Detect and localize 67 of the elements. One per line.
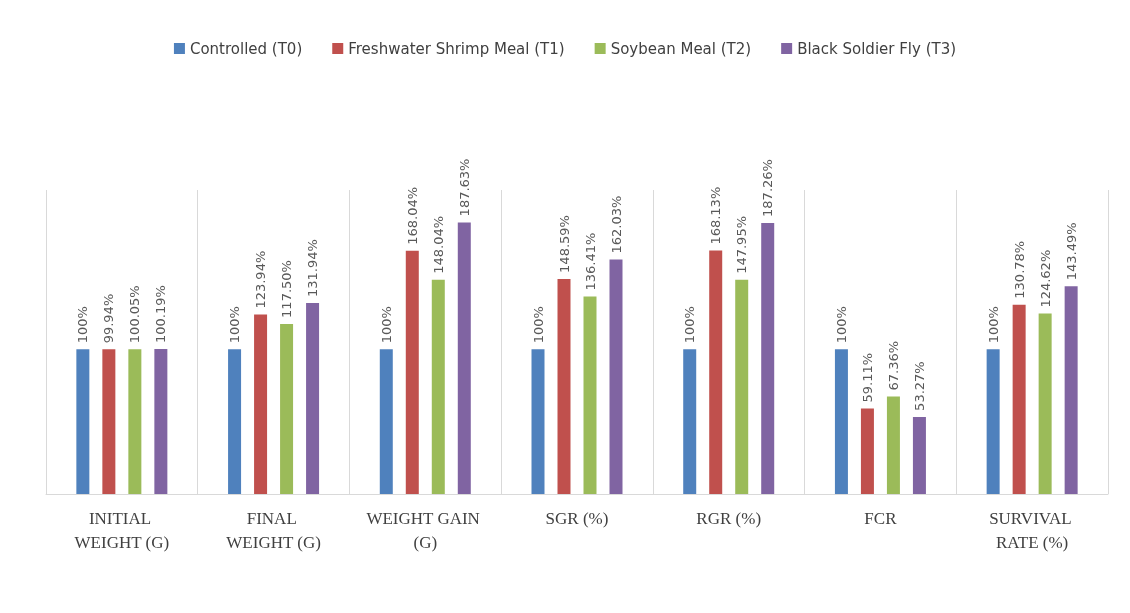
bar — [254, 314, 268, 494]
legend-label: Controlled (T0) — [189, 39, 303, 58]
bar — [531, 349, 545, 494]
bar — [583, 296, 597, 494]
bar — [609, 259, 623, 494]
bar — [860, 408, 874, 494]
data-label: 67.36% — [885, 340, 901, 391]
bar — [709, 250, 723, 494]
bar — [280, 323, 294, 494]
data-label: 148.59% — [556, 215, 572, 273]
bar — [557, 278, 571, 494]
x-tick-label: SURVIVAL RATE (%) — [989, 508, 1076, 552]
bar — [431, 279, 445, 494]
legend-label: Black Soldier Fly (T3) — [797, 39, 957, 58]
x-tick-label: FCR — [864, 508, 898, 528]
data-label: 187.26% — [760, 159, 776, 217]
data-label: 100.05% — [127, 285, 143, 344]
data-label: 53.27% — [911, 361, 927, 411]
bar — [1064, 286, 1078, 494]
data-label: 99.94% — [101, 293, 117, 344]
data-label: 148.04% — [430, 215, 446, 274]
bar — [683, 349, 697, 494]
data-label: 59.11% — [859, 352, 875, 403]
x-tick-label: RGR (%) — [696, 508, 762, 528]
data-label: 147.95% — [734, 215, 750, 274]
data-label: 131.94% — [305, 239, 321, 297]
bar — [457, 222, 471, 494]
bar — [102, 349, 116, 494]
bar — [228, 349, 242, 494]
data-label: 168.04% — [404, 186, 420, 245]
x-tick-label: WEIGHT GAIN (G) — [366, 508, 485, 552]
legend-label: Freshwater Shrimp Meal (T1) — [348, 39, 565, 58]
data-label: 162.03% — [608, 195, 624, 254]
x-tick-label: SGR (%) — [545, 508, 609, 528]
bar — [379, 349, 393, 494]
data-label: 168.13% — [708, 186, 724, 245]
bar — [405, 250, 419, 494]
bar — [735, 279, 749, 494]
data-label: 117.50% — [279, 260, 295, 318]
bar — [1012, 304, 1026, 494]
x-tick-label: INITIAL WEIGHT (G) — [74, 508, 170, 552]
data-label: 100% — [985, 306, 1001, 344]
data-label: 130.78% — [1011, 240, 1027, 299]
data-label: 123.94% — [253, 250, 269, 309]
bar — [912, 416, 926, 494]
data-label: 100% — [378, 306, 394, 344]
bar — [306, 303, 320, 494]
data-label: 143.49% — [1063, 222, 1079, 281]
data-label: 100% — [530, 306, 546, 344]
data-label: 100% — [227, 306, 243, 344]
data-label: 124.62% — [1037, 249, 1053, 308]
bar — [1038, 313, 1052, 494]
legend-label: Soybean Meal (T2) — [610, 39, 752, 58]
bar — [76, 349, 90, 494]
data-label: 100.19% — [153, 285, 169, 343]
data-label: 136.41% — [582, 232, 598, 291]
data-label: 100% — [682, 306, 698, 344]
bar — [761, 222, 775, 494]
bar — [154, 348, 168, 494]
bar — [986, 349, 1000, 494]
x-tick-label: FINAL WEIGHT (G) — [226, 508, 321, 552]
data-label: 100% — [833, 306, 849, 344]
bar — [834, 349, 848, 494]
bar — [128, 349, 142, 494]
bar — [886, 396, 900, 494]
data-label: 100% — [75, 306, 91, 344]
data-label: 187.63% — [456, 158, 472, 217]
